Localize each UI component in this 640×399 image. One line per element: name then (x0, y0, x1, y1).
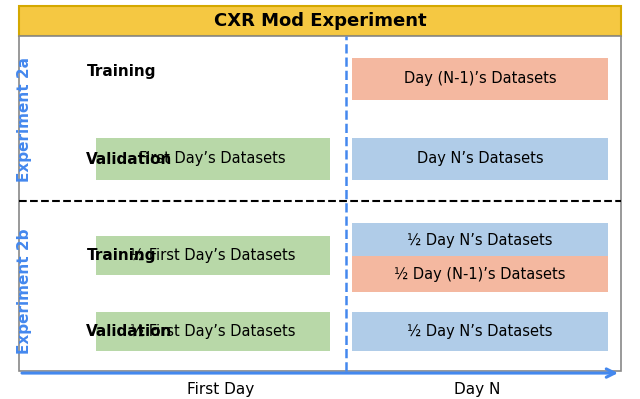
Text: Day N’s Datasets: Day N’s Datasets (417, 151, 543, 166)
FancyBboxPatch shape (352, 223, 608, 259)
FancyBboxPatch shape (19, 36, 621, 371)
Text: Validation: Validation (86, 324, 173, 340)
Text: Training: Training (86, 248, 156, 263)
Text: Validation: Validation (86, 152, 173, 167)
FancyBboxPatch shape (352, 138, 608, 180)
FancyBboxPatch shape (96, 138, 330, 180)
Text: Experiment 2b: Experiment 2b (17, 229, 32, 354)
Text: Day (N-1)’s Datasets: Day (N-1)’s Datasets (404, 71, 556, 86)
Text: ½ First Day’s Datasets: ½ First Day’s Datasets (130, 324, 296, 339)
FancyBboxPatch shape (96, 236, 330, 275)
Text: ½ Day (N-1)’s Datasets: ½ Day (N-1)’s Datasets (394, 267, 566, 282)
FancyBboxPatch shape (352, 256, 608, 292)
Text: First Day: First Day (187, 381, 255, 397)
FancyBboxPatch shape (352, 312, 608, 351)
Text: ½ Day N’s Datasets: ½ Day N’s Datasets (407, 233, 553, 249)
Text: First Day’s Datasets: First Day’s Datasets (140, 151, 286, 166)
Text: Experiment 2a: Experiment 2a (17, 57, 32, 182)
Text: ½ Day N’s Datasets: ½ Day N’s Datasets (407, 324, 553, 339)
Text: CXR Mod Experiment: CXR Mod Experiment (214, 12, 426, 30)
FancyBboxPatch shape (96, 312, 330, 351)
Text: ½ First Day’s Datasets: ½ First Day’s Datasets (130, 248, 296, 263)
Text: Day N: Day N (454, 381, 500, 397)
FancyBboxPatch shape (352, 58, 608, 100)
FancyBboxPatch shape (19, 6, 621, 36)
Text: Training: Training (86, 64, 156, 79)
